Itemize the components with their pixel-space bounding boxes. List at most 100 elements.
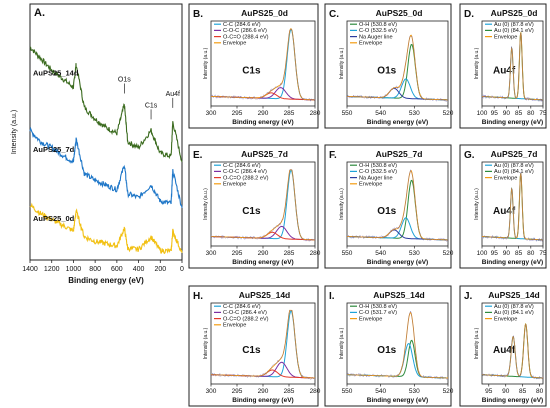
plot-xtick-label: 100: [477, 110, 488, 117]
hr-panels: B. AuPS25_0d Intensity (a.u.) Binding energ…: [188, 3, 547, 407]
plot-frame: [481, 302, 544, 385]
plot-xtick-label: 300: [206, 250, 217, 257]
plot-frame: [346, 302, 449, 385]
panel-a-xtick-label: 1200: [44, 266, 60, 273]
element-label: O1s: [377, 66, 396, 77]
legend-label: O-H (530.8 eV): [359, 22, 397, 28]
legend-label: Envelope: [494, 175, 517, 181]
legend-label: Au (0) (87.8 eV): [494, 163, 534, 169]
plot-xtick-label: 90: [503, 250, 511, 257]
panel-letter: C.: [329, 9, 339, 20]
panel-frame: [324, 285, 452, 407]
panel-frame: [459, 3, 547, 129]
plot-ylabel: Intensity (a.u.): [203, 47, 209, 79]
plot-xtick-label: 550: [342, 388, 353, 395]
legend-label: Envelope: [359, 41, 382, 47]
panel-a-ylabel: Intensity (a.u.): [11, 110, 18, 154]
plot-xtick-label: 290: [258, 388, 269, 395]
plot-ylabel: Intensity (a.u.): [203, 327, 209, 359]
panel-d: D. AuPS25_0d Intensity (a.u.) Binding energ…: [459, 3, 547, 129]
panel-title: AuPS25_14d: [488, 290, 540, 300]
legend-label: C-O-C (286.4 eV): [223, 310, 267, 316]
panel-title: AuPS25_7d: [491, 149, 538, 159]
raw-data-line: [346, 168, 449, 242]
element-label: O1s: [377, 206, 396, 217]
plot-xtick-label: 85: [519, 388, 527, 395]
plot-xlabel: Binding energy (eV): [482, 397, 543, 404]
panel-a-peak-label: O1s: [118, 77, 131, 84]
plot-xtick-label: 300: [206, 388, 217, 395]
raw-data-line: [481, 323, 544, 380]
panel-a-xtick-label: 1000: [66, 266, 82, 273]
plot-xtick-label: 75: [539, 250, 547, 257]
plot-xtick-label: 80: [527, 250, 535, 257]
plot-xlabel: Binding energy (eV): [367, 119, 428, 126]
legend-label: Na Auger line: [359, 34, 393, 40]
plot-xtick-label: 520: [443, 250, 454, 257]
plot-xtick-label: 285: [284, 110, 295, 117]
panel-a-series-label: AuPS25_7d: [33, 145, 75, 154]
legend-label: C-O-C (286.4 eV): [223, 169, 267, 175]
plot-xlabel: Binding energy (eV): [482, 119, 543, 126]
plot-xtick-label: 530: [409, 388, 420, 395]
plot-xtick-label: 290: [258, 250, 269, 257]
plot-xtick-label: 300: [206, 110, 217, 117]
panel-h: H. AuPS25_14d Intensity (a.u.) Binding ener…: [188, 285, 321, 407]
panel-frame: [459, 285, 547, 407]
plot-xtick-label: 95: [491, 250, 499, 257]
panel-title: AuPS25_7d: [376, 149, 423, 159]
panel-frame: [188, 144, 319, 269]
panel-a-xtick-label: 0: [180, 266, 184, 273]
raw-data-line: [211, 310, 316, 380]
panel-a-xtick-label: 600: [111, 266, 123, 273]
legend-label: C-C (284.6 eV): [223, 163, 261, 169]
panel-title: AuPS25_14d: [239, 290, 291, 300]
plot-xtick-label: 85: [515, 110, 523, 117]
panel-frame: [188, 285, 319, 407]
raw-data-line: [481, 172, 544, 243]
element-label: O1s: [377, 345, 396, 356]
legend-label: O-C=O (288.2 eV): [223, 316, 269, 322]
legend-label: Au (0) (84.1 eV): [494, 310, 534, 316]
panel-a-xlabel: Binding energy (eV): [68, 276, 144, 285]
plot-xtick-label: 280: [310, 250, 321, 257]
legend-label: C-O-C (286.6 eV): [223, 28, 267, 34]
panel-a-series-label: AuPS25_0d: [33, 214, 75, 223]
panel-c: C. AuPS25_0d Intensity (a.u.) Binding energ…: [324, 3, 454, 129]
panel-a-xtick-label: 200: [154, 266, 166, 273]
legend-label: Envelope: [223, 182, 246, 188]
plot-xtick-label: 90: [502, 388, 510, 395]
plot-xlabel: Binding energy (eV): [232, 119, 293, 126]
panel-a-xtick-label: 800: [89, 266, 101, 273]
plot-ylabel: Intensity (a.u.): [339, 47, 345, 79]
legend-label: Envelope: [359, 182, 382, 188]
panel-f: F. AuPS25_7d Intensity (a.u.) Binding energ…: [324, 144, 454, 269]
panel-title: AuPS25_14d: [373, 290, 425, 300]
panel-a-letter: A.: [34, 7, 45, 19]
plot-xtick-label: 285: [284, 388, 295, 395]
panel-a-series-label: AuPS25_14d: [33, 68, 79, 77]
raw-data-line: [481, 33, 544, 102]
plot-ylabel: Intensity (a.u.): [203, 188, 209, 220]
plot-frame: [346, 161, 449, 247]
plot-xtick-label: 80: [527, 110, 535, 117]
plot-ylabel: Intensity (a.u.): [474, 188, 480, 220]
legend-label: Envelope: [223, 323, 246, 329]
legend-label: Envelope: [223, 41, 246, 47]
element-label: C1s: [242, 206, 261, 217]
panel-letter: G.: [464, 150, 475, 161]
plot-xtick-label: 85: [515, 250, 523, 257]
panel-letter: I.: [329, 291, 335, 302]
legend-label: O-H (530.8 eV): [359, 163, 397, 169]
panel-a-series-line: [29, 202, 183, 255]
panel-a-series-line: [29, 126, 183, 209]
panel-a-xtick-label: 400: [133, 266, 145, 273]
legend-label: Au (0) (87.8 eV): [494, 22, 534, 28]
element-label: C1s: [242, 66, 261, 77]
element-label: Au4f: [493, 345, 516, 356]
plot-xlabel: Binding energy (eV): [367, 259, 428, 266]
plot-xtick-label: 280: [310, 110, 321, 117]
panel-frame: [324, 3, 452, 129]
panel-g: G. AuPS25_7d Intensity (a.u.) Binding energ…: [459, 144, 547, 269]
